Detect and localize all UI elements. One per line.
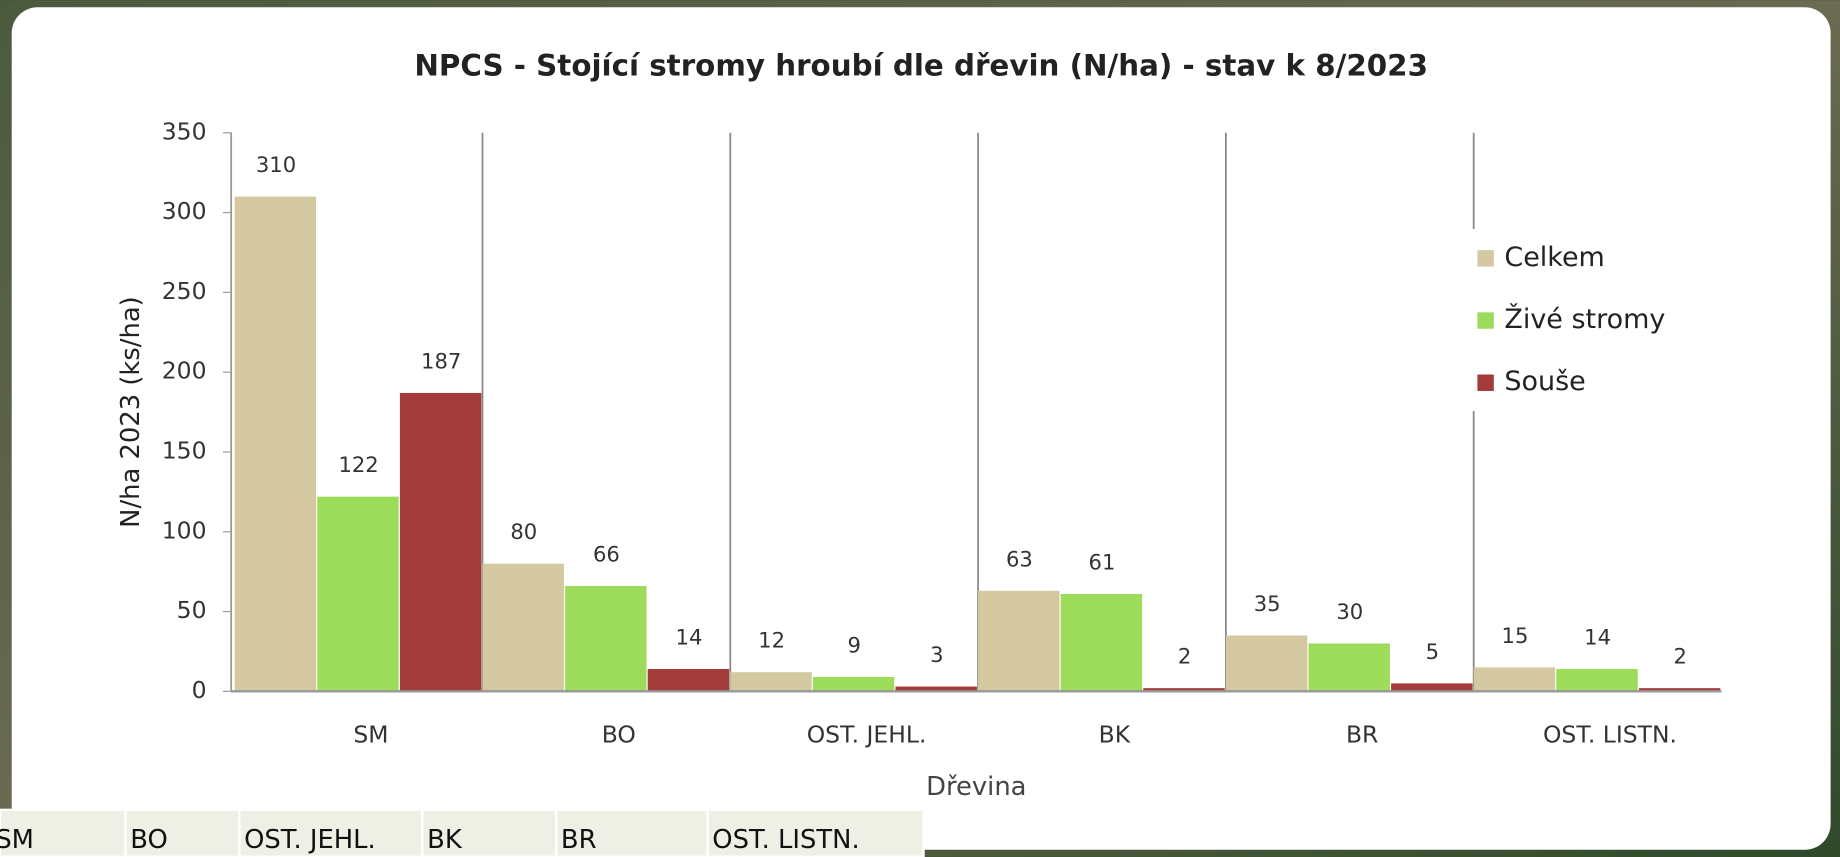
value-label: 2 — [1178, 644, 1191, 669]
legend-label: Živé stromy — [1504, 303, 1665, 335]
legend-label: Souše — [1504, 366, 1585, 397]
x-axis-title: Dřevina — [926, 772, 1026, 802]
bar — [812, 676, 895, 692]
bar — [1556, 669, 1638, 692]
value-label: 80 — [510, 519, 537, 544]
bar — [482, 563, 564, 692]
value-label: 35 — [1254, 591, 1281, 616]
legend-swatch — [1477, 312, 1494, 329]
bar — [1391, 683, 1473, 692]
table-cell-text: BK — [427, 825, 463, 855]
table-cell-text: OST. LISTN. — [712, 825, 859, 855]
x-tick-label: OST. JEHL. — [807, 720, 927, 748]
value-label: 3 — [930, 642, 943, 667]
y-tick-label: 0 — [192, 676, 207, 704]
table-cell-text: BR — [561, 825, 597, 855]
x-tick-label: BO — [602, 720, 636, 748]
value-label: 61 — [1089, 549, 1116, 574]
y-axis-title: N/ha 2023 (ks/ha) — [116, 296, 146, 528]
value-label: 9 — [847, 632, 860, 657]
value-label: 14 — [676, 625, 703, 650]
bar — [234, 196, 317, 692]
x-tick-label: BR — [1346, 720, 1378, 748]
value-label: 2 — [1673, 644, 1686, 669]
y-tick-label: 200 — [162, 357, 207, 385]
bar — [1473, 667, 1556, 692]
bar — [1308, 643, 1390, 692]
value-label: 15 — [1502, 623, 1529, 648]
bar — [317, 496, 399, 692]
x-tick-label: SM — [353, 720, 388, 748]
y-tick-label: 250 — [162, 277, 207, 305]
legend-label: Celkem — [1504, 242, 1604, 273]
table-cell — [124, 808, 241, 857]
x-tick-label: BK — [1099, 720, 1131, 748]
x-tick-label: OST. LISTN. — [1543, 720, 1677, 748]
table-cell — [706, 808, 925, 857]
value-label: 5 — [1426, 639, 1439, 664]
table: SM BO OST. JEHL. BK BR OST. LISTN. — [0, 808, 925, 857]
y-tick-label: 300 — [162, 197, 207, 225]
value-label: 187 — [421, 348, 461, 373]
y-tick-label: 150 — [162, 436, 207, 464]
bar — [895, 686, 977, 692]
value-label: 122 — [338, 452, 378, 477]
value-label: 12 — [758, 628, 785, 653]
y-tick-label: 350 — [162, 117, 207, 145]
bar — [978, 590, 1060, 692]
bar — [565, 586, 647, 692]
y-tick-label: 100 — [162, 516, 207, 544]
value-label: 63 — [1006, 546, 1033, 571]
bar — [399, 392, 482, 692]
bar — [1638, 688, 1721, 692]
bar — [730, 672, 812, 692]
bar — [1143, 688, 1225, 692]
table-cell — [555, 808, 709, 857]
chart-title: NPCS - Stojící stromy hroubí dle dřevin … — [414, 49, 1428, 83]
table-cell-text: SM — [0, 825, 34, 855]
bar — [647, 669, 730, 692]
value-label: 14 — [1584, 625, 1611, 650]
y-tick-label: 50 — [177, 596, 207, 624]
value-label: 310 — [256, 152, 296, 177]
legend-swatch — [1477, 250, 1494, 267]
table-cell-text: BO — [130, 825, 168, 855]
legend-box — [1466, 229, 1690, 411]
value-label: 30 — [1336, 599, 1363, 624]
plot: 050100150200250300350SM310122187BO806614… — [162, 117, 1722, 748]
value-label: 66 — [593, 542, 620, 567]
bar — [1225, 635, 1308, 692]
bar — [1060, 594, 1143, 692]
legend-swatch — [1477, 374, 1494, 391]
table-cell-text: OST. JEHL. — [244, 825, 376, 855]
